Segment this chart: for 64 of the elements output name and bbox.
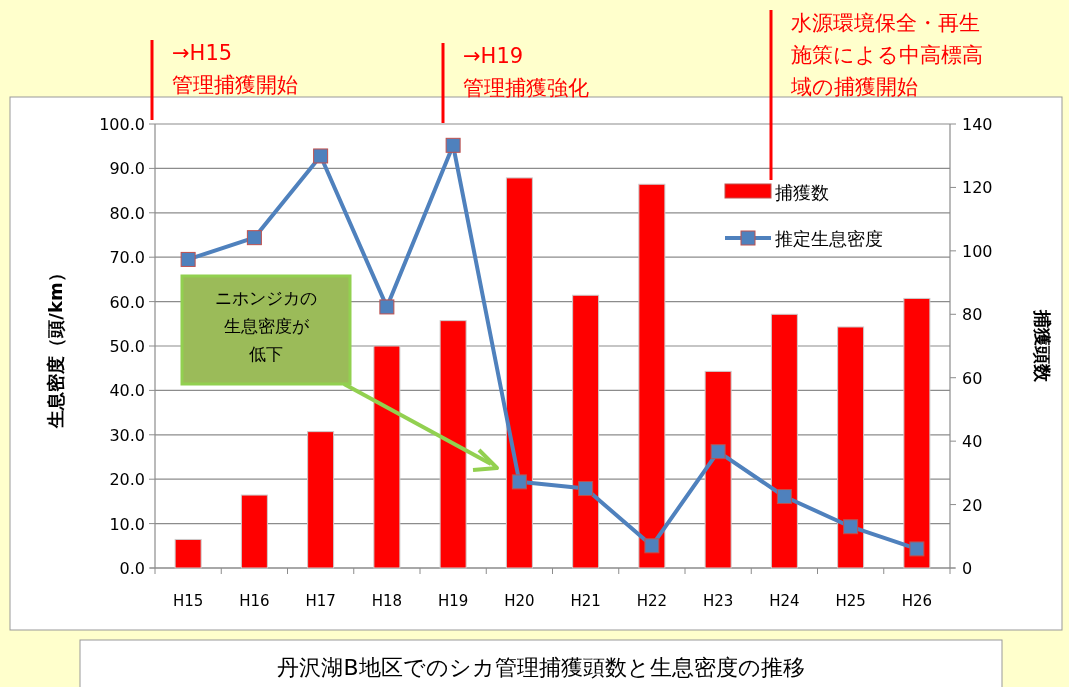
y-tick-label: 100.0	[99, 115, 145, 134]
bar	[638, 183, 666, 569]
bar	[704, 370, 732, 569]
bar	[505, 177, 533, 569]
y-tick-label: 10.0	[109, 514, 145, 534]
point	[776, 489, 792, 505]
y2-tick-label: 0	[962, 559, 973, 578]
y2-tick-label: 40	[962, 432, 983, 452]
bar	[439, 320, 467, 569]
point	[511, 474, 527, 490]
y2-tick-label: 80	[962, 305, 983, 325]
point	[909, 541, 925, 557]
y-tick-label: 90.0	[109, 159, 145, 179]
text: →H19管理捕獲強化	[463, 44, 589, 100]
annotation: ニホンジカの生息密度が低下	[215, 288, 317, 364]
y2-axis-title: 捕獲頭数	[1032, 309, 1053, 383]
bar	[373, 345, 401, 569]
y2-tick-label: 140	[962, 115, 993, 134]
x-tick-label: H18	[371, 592, 403, 610]
point	[379, 299, 395, 315]
x-tick-label: H15	[172, 592, 204, 610]
y2-tick-label: 60	[962, 368, 983, 388]
y-tick-label: 30.0	[109, 425, 145, 445]
text: →H15管理捕獲開始	[172, 41, 298, 97]
x-tick-label: H24	[769, 592, 800, 610]
x-tick-label: H21	[570, 592, 601, 610]
point	[710, 444, 726, 460]
bar	[240, 494, 268, 569]
y-tick-label: 60.0	[109, 292, 145, 312]
y2-tick-label: 20	[962, 495, 983, 515]
point	[445, 137, 461, 153]
bar	[837, 326, 865, 569]
bar	[903, 297, 931, 569]
x-tick-label: H22	[636, 592, 668, 610]
x-tick-label: H26	[901, 592, 933, 610]
text: 丹沢湖B地区でのシカ管理捕獲頭数と生息密度の推移	[277, 655, 805, 680]
point	[644, 538, 660, 554]
y2-tick-label: 100	[962, 241, 993, 261]
y-tick-label: 20.0	[109, 470, 145, 490]
x-tick-label: H19	[437, 592, 469, 610]
x-tick-label: H16	[239, 592, 270, 610]
point	[180, 251, 196, 267]
point	[578, 481, 594, 497]
bar	[572, 294, 600, 569]
point	[246, 230, 262, 246]
y-tick-label: 70.0	[109, 248, 145, 268]
y2-tick-label: 120	[962, 178, 993, 198]
bar	[174, 538, 202, 569]
bar	[770, 313, 798, 569]
text: 水源環境保全・再生施策による中高標高域の捕獲開始	[790, 11, 983, 99]
x-tick-label: H25	[835, 592, 866, 610]
legend-label: 捕獲数	[775, 182, 829, 203]
y-tick-label: 0.0	[119, 559, 145, 578]
y-tick-label: 40.0	[109, 381, 145, 401]
point	[313, 148, 329, 164]
x-tick-label: H17	[305, 592, 336, 610]
bar	[307, 431, 335, 569]
y-axis-title: 生息密度（頭/km）	[45, 264, 66, 429]
point	[843, 519, 859, 535]
y-tick-label: 50.0	[109, 337, 145, 356]
y-tick-label: 80.0	[109, 203, 145, 223]
x-tick-label: H20	[504, 592, 535, 610]
legend-label: 推定生息密度	[775, 228, 883, 249]
x-tick-label: H23	[702, 592, 734, 610]
